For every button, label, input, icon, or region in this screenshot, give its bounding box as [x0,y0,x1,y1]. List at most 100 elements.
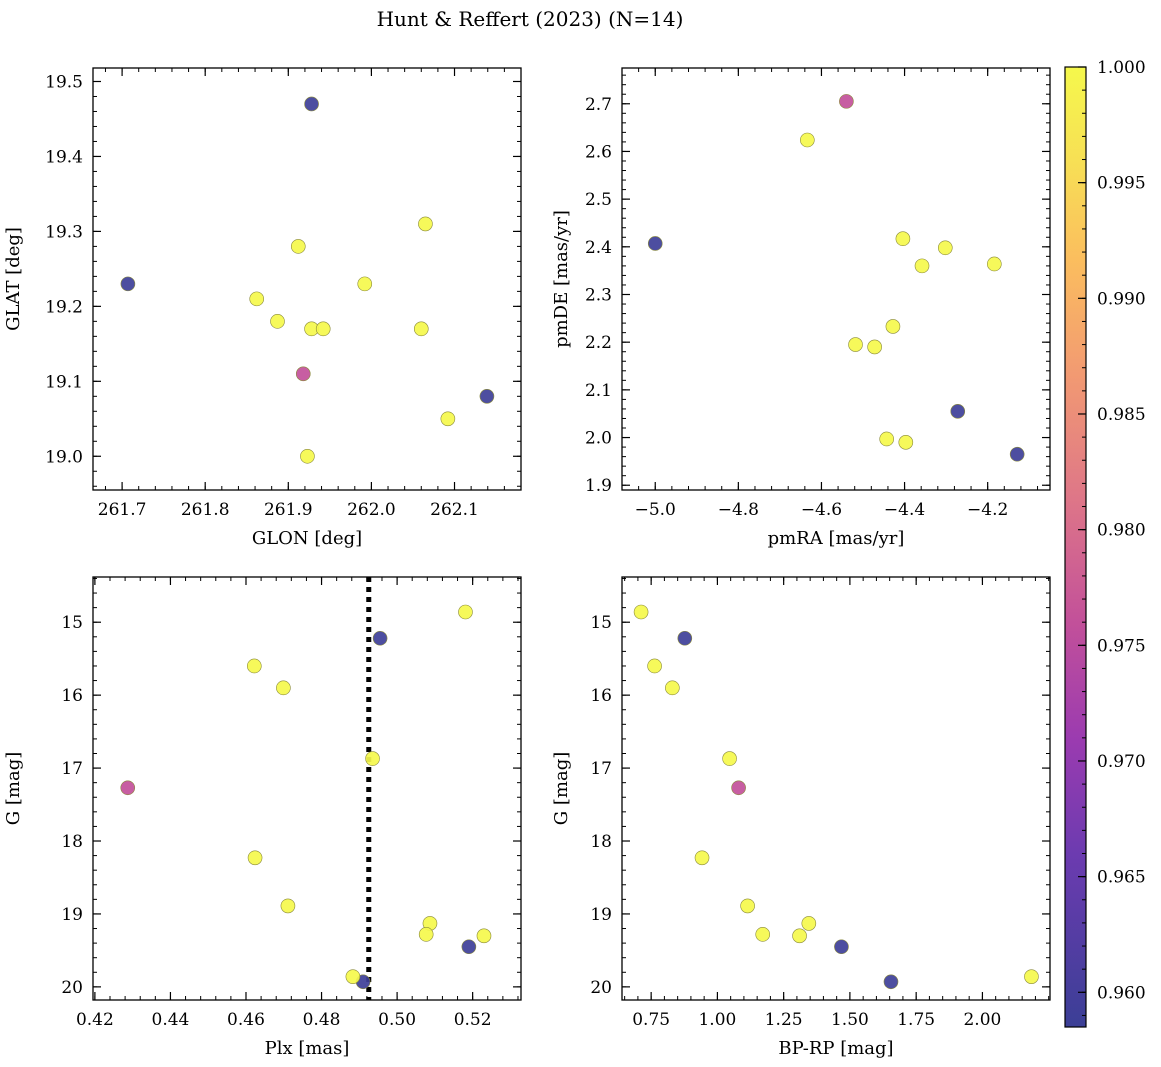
x-tick-label: 261.9 [264,500,313,520]
data-point [1024,969,1039,984]
y-tick-label: 19.0 [45,447,83,467]
data-point [276,680,291,696]
y-tick-label: 2.6 [585,142,612,162]
colorbar-tick-label: 1.000 [1097,58,1146,78]
data-point [722,751,737,766]
x-axis-label: pmRA [mas/yr] [768,528,905,549]
data-point [458,604,473,620]
data-point [440,411,456,427]
data-point [937,240,953,256]
x-tick-label: 0.42 [76,1010,114,1030]
data-point [647,658,662,674]
x-tick-label: 0.46 [227,1010,265,1030]
scatter-panels: 261.7 261.8 261.9 262.0 262.1 19.0 19.1 19.2 19.… [3,67,1051,1059]
data-point [895,231,911,247]
x-axis-label: GLON [deg] [252,528,362,549]
y-axis-label: G [mag] [3,752,24,825]
colorbar-tick-label: 0.960 [1097,983,1146,1003]
y-tick-label: 19.3 [45,222,83,242]
data-point [120,276,136,292]
data-point [304,96,319,112]
data-point [694,850,710,866]
data-point [885,319,901,334]
y-tick-label: 16 [61,686,83,706]
x-tick-label: 1.00 [698,1010,736,1030]
x-tick-label: −4.8 [718,500,759,520]
data-point [867,339,882,355]
data-point [883,974,899,990]
colorbar-tick-label: 0.985 [1097,405,1146,425]
data-point [800,132,815,148]
data-point [418,216,433,232]
x-tick-label: 2.00 [963,1010,1001,1030]
data-point [372,630,388,646]
y-tick-label: 2.5 [585,190,612,210]
y-tick-label: 18 [61,832,83,852]
y-tick-label: 15 [590,613,612,633]
data-point [731,780,746,796]
data-point [315,321,331,337]
data-point [898,435,914,450]
y-tick-label: 2.4 [585,238,612,258]
x-tick-label: 0.75 [632,1010,670,1030]
x-tick-label: 0.48 [303,1010,341,1030]
data-point [834,939,849,955]
panel-3: 0.42 0.44 0.46 0.48 0.50 0.52 15 16 17 18 19 20 Plx … [3,576,522,1059]
axes-frame [92,67,522,491]
x-axis-label: Plx [mas] [265,1038,350,1059]
data-point [357,276,373,292]
y-tick-label: 2.0 [585,429,612,449]
data-point [1009,446,1025,462]
y-tick-label: 16 [590,686,612,706]
y-tick-label: 19.1 [45,372,83,392]
y-tick-label: 19 [61,905,83,925]
x-tick-label: −4.6 [801,500,842,520]
data-point [950,404,966,419]
colorbar-gradient [1064,66,1087,1028]
y-tick-label: 1.9 [585,476,612,496]
x-tick-label: 1.75 [897,1010,935,1030]
data-point [677,630,693,646]
x-tick-label: −4.4 [884,500,925,520]
y-tick-label: 20 [590,978,612,998]
y-tick-label: 2.3 [585,285,612,305]
data-point [740,898,755,914]
y-tick-label: 19 [590,905,612,925]
x-tick-label: −4.2 [967,500,1008,520]
data-point [479,389,495,404]
data-point [295,366,311,382]
panel-1: 261.7 261.8 261.9 262.0 262.1 19.0 19.1 19.2 19.… [3,67,522,549]
x-tick-label: 262.0 [347,500,396,520]
data-point [413,321,429,337]
data-point [120,780,136,796]
data-point [300,448,315,464]
y-axis-label: G [mag] [551,752,572,825]
data-point [247,850,263,866]
y-tick-label: 17 [590,759,612,779]
data-point [247,658,262,674]
data-point [665,680,680,696]
figure-title: Hunt & Reffert (2023) (N=14) [377,7,684,31]
colorbar-tick-label: 0.995 [1097,174,1146,194]
x-tick-label: 0.50 [378,1010,416,1030]
x-axis-label: BP-RP [mag] [778,1038,893,1059]
x-tick-label: 261.8 [181,500,230,520]
axes-frame [621,67,1051,491]
colorbar-tick-label: 0.990 [1097,289,1146,309]
data-point [270,314,285,329]
colorbar-tick-label: 0.975 [1097,636,1146,656]
panel-4: 0.75 1.00 1.25 1.50 1.75 2.00 15 16 17 18 19 20 BP-R… [551,576,1051,1059]
data-point [249,291,265,307]
x-tick-label: −5.0 [635,500,676,520]
y-tick-label: 2.1 [585,381,612,401]
y-tick-label: 19.2 [45,297,83,317]
data-point [647,236,663,251]
data-point [879,431,894,447]
x-tick-label: 262.1 [430,500,479,520]
x-tick-label: 1.50 [831,1010,869,1030]
data-point [633,604,649,620]
x-tick-label: 261.7 [98,500,147,520]
x-tick-label: 1.25 [765,1010,803,1030]
y-tick-label: 2.2 [585,333,612,353]
